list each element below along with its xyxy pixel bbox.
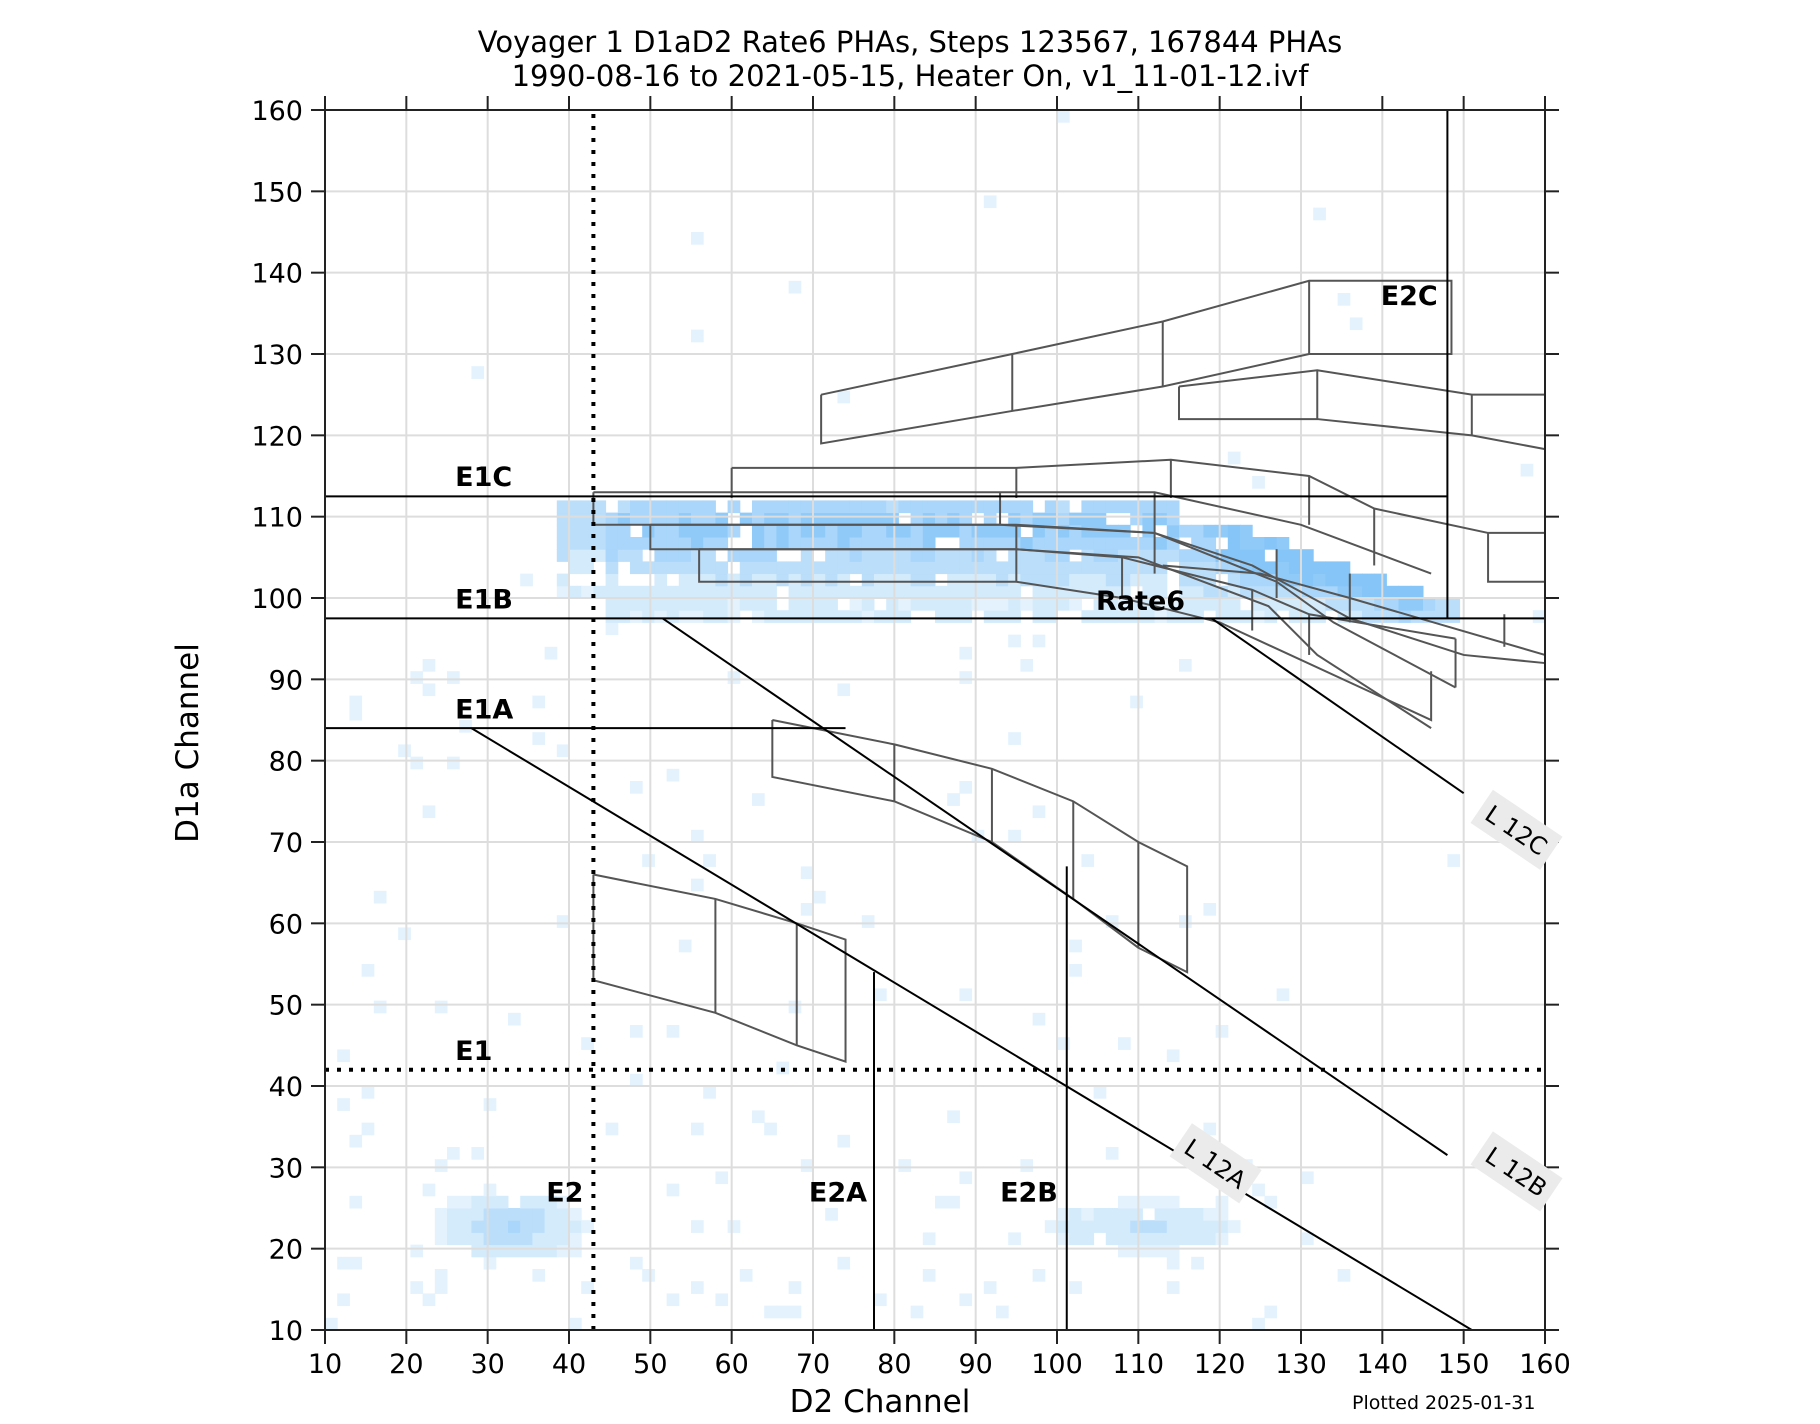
x-tick-label: 10 [308,1349,342,1380]
y-tick-label: 90 [269,665,303,696]
x-tick-label: 150 [1438,1349,1490,1380]
line-label-l12b: L 12B [1470,1131,1563,1212]
diagonal-line [470,727,1473,1331]
x-tick-label: 130 [1275,1349,1327,1380]
y-tick-label: 80 [269,747,303,778]
label-e1c: E1C [455,462,512,493]
y-tick-label: 160 [251,96,303,127]
y-tick-label: 110 [251,503,303,534]
x-tick-label: 90 [958,1349,992,1380]
y-tick-label: 50 [269,991,303,1022]
plotted-date: Plotted 2025-01-31 [1352,1392,1536,1414]
diagonal-line [1210,617,1465,795]
x-axis-label: D2 Channel [789,1384,971,1420]
region-box [649,524,1432,729]
x-tick-label: 50 [633,1349,667,1380]
y-tick-label: 150 [251,177,303,208]
y-axis-label: D1a Channel [170,643,206,843]
x-tick-label: 30 [470,1349,504,1380]
x-tick-label: 60 [714,1349,748,1380]
y-tick-label: 100 [251,584,303,615]
x-tick-label: 140 [1357,1349,1409,1380]
x-tick-label: 110 [1113,1349,1165,1380]
region-box [1178,386,1546,451]
y-tick-label: 130 [251,340,303,371]
label-e2a: E2A [809,1177,867,1208]
label-e1b: E1B [455,585,513,616]
region-box [1178,369,1545,396]
x-tick-label: 70 [796,1349,830,1380]
threshold-lines [325,110,1545,1331]
region-box [820,279,1453,445]
label-rate6: Rate6 [1096,586,1185,617]
line-label-bg [1470,789,1563,870]
x-tick-label: 20 [389,1349,423,1380]
y-tick-label: 10 [269,1316,303,1347]
y-tick-label: 140 [251,259,303,290]
region-box [593,491,1432,575]
line-label-bg [1470,1131,1563,1212]
y-tick-label: 70 [269,828,303,859]
y-tick-label: 40 [269,1072,303,1103]
line-label-bg [1169,1123,1262,1204]
chart-title-line2: 1990-08-16 to 2021-05-15, Heater On, v1_… [511,59,1309,93]
region-box [650,523,1457,689]
x-tick-label: 100 [1031,1349,1083,1380]
label-e1a: E1A [455,694,513,725]
x-tick-label: 40 [552,1349,586,1380]
region-box [1162,564,1546,656]
axes-frame [311,96,1559,1344]
x-tick-label: 80 [877,1349,911,1380]
label-e2: E2 [546,1177,583,1208]
heatmap-cells [325,110,1546,1331]
y-tick-label: 20 [269,1235,303,1266]
diagonal-line [661,617,1448,1156]
y-tick-label: 30 [269,1153,303,1184]
label-e1: E1 [455,1036,492,1067]
region-box [592,873,847,1063]
y-tick-label: 60 [269,909,303,940]
region-box [1487,532,1545,583]
x-tick-label: 160 [1519,1349,1571,1380]
line-label-l12c: L 12C [1470,789,1563,870]
label-e2b: E2B [1000,1177,1058,1208]
label-e2c: E2C [1381,281,1438,312]
y-tick-label: 120 [251,421,303,452]
axes-frame [324,109,1546,1331]
region-box [731,458,1489,534]
chart-title-line1: Voyager 1 D1aD2 Rate6 PHAs, Steps 123567… [477,25,1343,59]
tick-labels: 10 20 30 40 50 60 70 80 90 100 110 120 130 140 150 160 1… [251,96,1570,1380]
x-tick-label: 120 [1194,1349,1246,1380]
